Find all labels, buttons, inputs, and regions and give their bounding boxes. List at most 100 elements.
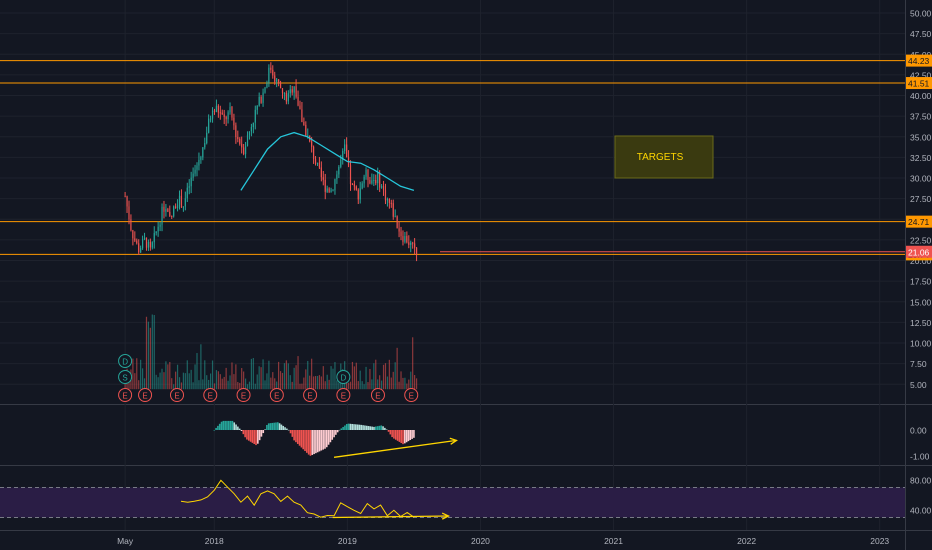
candle-body [268, 67, 270, 84]
candle-body [379, 172, 381, 188]
candle-body [169, 211, 171, 216]
level-price-label: 44.23 [908, 56, 930, 66]
level-price-tag [906, 77, 932, 90]
macd-histogram-bar [227, 420, 230, 430]
macd-histogram-bar [380, 425, 383, 430]
volume-bar [186, 360, 188, 390]
volume-bar [260, 367, 262, 390]
volume-bar [320, 376, 322, 390]
candle-body [373, 180, 375, 182]
earnings-event-icon[interactable] [336, 388, 351, 402]
earnings-event-icon[interactable] [404, 388, 419, 402]
candle-body [165, 209, 167, 212]
candle-body [138, 243, 140, 253]
price-tick-label: 12.50 [910, 318, 932, 328]
earnings-event-icon[interactable] [170, 388, 185, 402]
volume-bar [276, 381, 278, 390]
macd-histogram-bar [309, 430, 312, 456]
volume-bar [295, 365, 297, 390]
target-box[interactable]: TARGETS [614, 135, 714, 179]
candle-body [237, 137, 239, 140]
time-axis[interactable]: May 2018 2019 2020 2021 2022 2023 [117, 536, 889, 546]
volume-bar [266, 373, 268, 390]
price-tick-label: 5.00 [910, 380, 927, 390]
macd-histogram-bar [286, 428, 288, 430]
candle-body [291, 89, 293, 93]
macd-histogram-bar [340, 428, 343, 430]
volume-bar [278, 361, 280, 390]
macd-histogram-bar [271, 422, 274, 430]
macd-histogram-bar [313, 430, 315, 455]
macd-histogram-bar [251, 430, 254, 443]
candle-body [244, 145, 247, 155]
candle-body [270, 67, 272, 70]
macd-histogram-bar [233, 422, 236, 430]
volume-bar [209, 373, 212, 390]
trend-arrow-line[interactable] [333, 439, 457, 458]
macd-histogram-bar [374, 426, 377, 430]
time-tick-label: 2023 [870, 536, 889, 546]
macd-histogram-bar [304, 430, 306, 452]
macd-histogram-bar [291, 430, 294, 437]
earnings-event-icon[interactable] [370, 388, 385, 402]
volume-bar [285, 360, 287, 390]
volume-bar [268, 360, 270, 390]
candle-body [289, 89, 291, 94]
macd-histogram-bar [220, 421, 223, 430]
earnings-event-icon[interactable] [269, 388, 284, 402]
split-event-icon[interactable] [118, 370, 133, 384]
candle-body [225, 116, 227, 120]
rsi-pane[interactable] [0, 479, 905, 520]
earnings-event-icon[interactable] [303, 388, 318, 402]
macd-histogram-bar [336, 430, 339, 433]
volume-bar [346, 381, 348, 390]
volume-bar [373, 363, 375, 390]
volume-bar [246, 384, 249, 390]
candle-body [336, 174, 338, 180]
candle-body [328, 188, 330, 192]
price-axis[interactable]: 50.0047.5045.0042.5040.0037.5035.0032.50… [906, 9, 932, 516]
dividend-event-icon[interactable] [336, 370, 351, 384]
candle-body [365, 169, 367, 177]
macd-pane[interactable] [213, 420, 458, 458]
volume-bar [388, 359, 390, 390]
macd-histogram-bar [235, 424, 237, 430]
earnings-event-icon[interactable] [118, 388, 133, 402]
macd-histogram-bar [353, 424, 355, 430]
dividend-event-icon[interactable] [118, 354, 133, 368]
target-box-rect [614, 135, 714, 179]
volume-bar [316, 375, 319, 390]
volume-bar [314, 376, 317, 390]
macd-histogram-bar [231, 420, 234, 430]
volume-bar [136, 358, 138, 390]
rsi-tick-label: 40.00 [910, 506, 932, 516]
macd-histogram-bar [267, 423, 270, 430]
macd-histogram-bar [373, 426, 375, 430]
level-price-label: 41.51 [908, 79, 930, 89]
candle-body [283, 92, 286, 94]
macd-histogram-bar [393, 430, 395, 439]
volume-bar [404, 377, 406, 390]
volume-bar [151, 314, 153, 390]
macd-histogram-bar [344, 425, 346, 430]
candle-body [334, 179, 336, 191]
candle-body [254, 109, 256, 123]
earnings-event-icon[interactable] [138, 388, 153, 402]
candle-body [246, 134, 249, 146]
volume-bar [198, 380, 200, 390]
candle-body [415, 247, 418, 255]
candle-body [307, 135, 309, 137]
volume-bar [252, 357, 254, 390]
volume-bar [410, 371, 412, 390]
trend-arrow-line[interactable] [332, 515, 449, 519]
earnings-event-icon[interactable] [203, 388, 218, 402]
candle-body [332, 190, 334, 192]
macd-histogram-bar [402, 430, 404, 445]
earnings-event-icon[interactable] [236, 388, 251, 402]
earnings-event-label: E [375, 392, 380, 401]
macd-histogram-bar [378, 425, 381, 430]
candle-body [281, 88, 284, 93]
volume-bar [414, 375, 416, 390]
